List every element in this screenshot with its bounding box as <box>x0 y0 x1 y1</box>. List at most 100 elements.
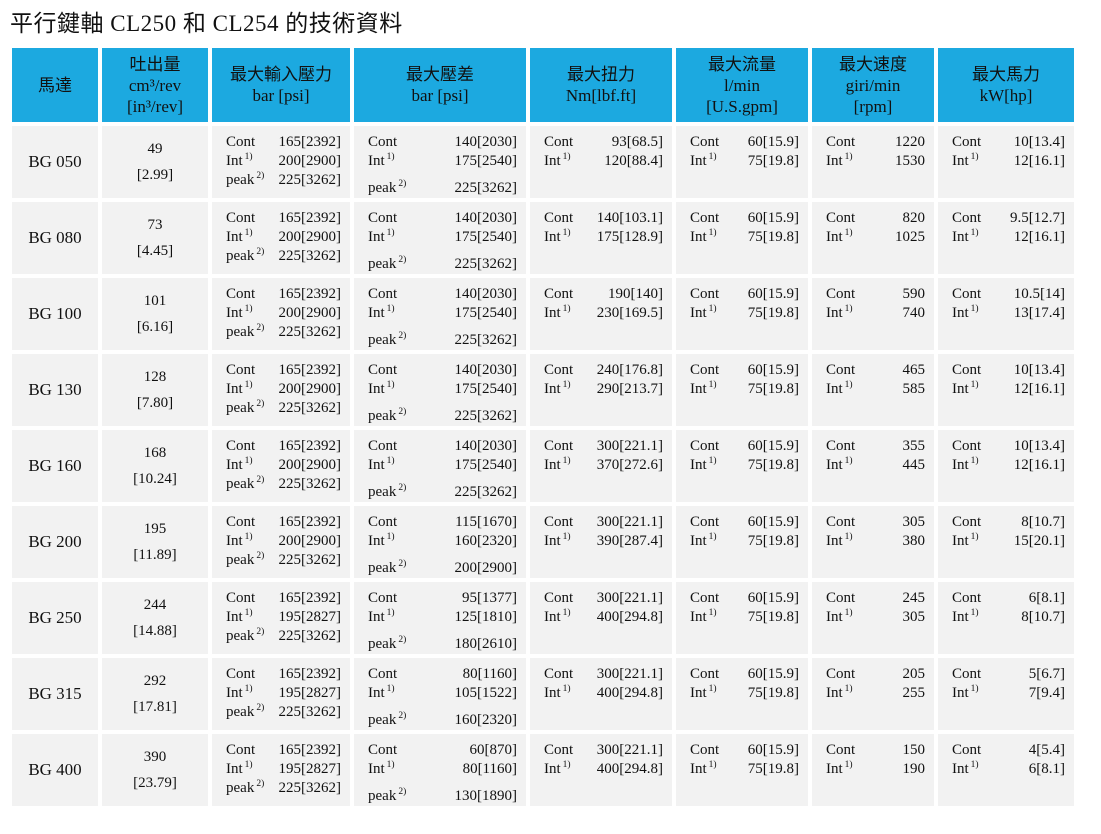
int-label: Int 1) <box>952 684 979 701</box>
cont-label: Cont <box>952 362 982 378</box>
displacement-imperial: [2.99] <box>136 166 174 183</box>
speed-cell: Cont 820 Int 1) 1025 <box>812 202 934 274</box>
speed-int: 445 <box>902 457 926 473</box>
header-line: 最大輸入壓力 <box>230 65 332 84</box>
int-label: Int 1) <box>690 152 717 169</box>
power-int: 15[20.1] <box>1013 533 1065 549</box>
torque-cont: 93[68.5] <box>611 134 663 150</box>
int-label: Int 1) <box>826 304 853 321</box>
peak-label: peak 2) <box>368 483 407 500</box>
pressure-diff-cont: 140[2030] <box>454 134 518 150</box>
cont-label: Cont <box>544 286 574 302</box>
input-pressure-peak: 225[3262] <box>278 780 342 796</box>
flow-cont: 60[15.9] <box>747 210 799 226</box>
peak-label: peak 2) <box>226 247 265 264</box>
speed-cell: Cont 355 Int 1) 445 <box>812 430 934 502</box>
input-pressure-cell: Cont 165[2392] Int 1) 200[2900] peak 2) 225[3… <box>212 278 350 350</box>
torque-cont: 190[140] <box>608 286 663 302</box>
torque-int: 120[88.4] <box>604 153 663 169</box>
cont-label: Cont <box>544 514 574 530</box>
peak-label: peak 2) <box>226 779 265 796</box>
peak-label: peak 2) <box>226 703 265 720</box>
torque-cont: 300[221.1] <box>596 742 663 758</box>
int-label: Int 1) <box>226 152 253 169</box>
int-label: Int 1) <box>826 608 853 625</box>
flow-cont: 60[15.9] <box>747 590 799 606</box>
power-int: 12[16.1] <box>1013 457 1065 473</box>
input-pressure-cont: 165[2392] <box>278 666 342 682</box>
table-row: BG 080 73 [4.45] Cont 165[2392] Int 1) 200[… <box>12 202 1074 274</box>
displacement-cell: 101 [6.16] <box>102 278 208 350</box>
torque-int: 400[294.8] <box>596 761 663 777</box>
header-line: 最大扭力 <box>567 65 635 84</box>
peak-label: peak 2) <box>368 255 407 272</box>
int-label: Int 1) <box>368 228 395 245</box>
speed-cont: 1220 <box>895 134 925 150</box>
input-pressure-peak: 225[3262] <box>278 476 342 492</box>
column-header-displacement: 吐出量 cm³/rev [in³/rev] <box>102 48 208 122</box>
torque-cont: 300[221.1] <box>596 666 663 682</box>
int-label: Int 1) <box>826 532 853 549</box>
pressure-diff-int: 125[1810] <box>454 609 518 625</box>
header-line: giri/min <box>845 75 901 95</box>
cont-label: Cont <box>690 666 720 682</box>
input-pressure-int: 200[2900] <box>278 229 342 245</box>
torque-cont: 300[221.1] <box>596 438 663 454</box>
int-label: Int 1) <box>544 152 571 169</box>
pressure-diff-peak: 225[3262] <box>454 180 518 196</box>
pressure-diff-cont: 115[1670] <box>455 514 517 530</box>
cont-label: Cont <box>544 134 574 150</box>
pressure-diff-peak: 160[2320] <box>454 712 518 728</box>
torque-cont: 140[103.1] <box>596 210 663 226</box>
flow-cont: 60[15.9] <box>747 438 799 454</box>
pressure-diff-cont: 60[870] <box>469 742 518 758</box>
input-pressure-cont: 165[2392] <box>278 210 342 226</box>
cont-label: Cont <box>952 286 982 302</box>
peak-label: peak 2) <box>226 323 265 340</box>
speed-cont: 245 <box>902 590 926 606</box>
input-pressure-int: 200[2900] <box>278 305 342 321</box>
flow-int: 75[19.8] <box>747 761 799 777</box>
input-pressure-int: 200[2900] <box>278 533 342 549</box>
input-pressure-cont: 165[2392] <box>278 134 342 150</box>
header-line: 最大速度 <box>839 54 907 74</box>
flow-cell: Cont 60[15.9] Int 1) 75[19.8] <box>676 734 808 806</box>
int-label: Int 1) <box>226 456 253 473</box>
input-pressure-cell: Cont 165[2392] Int 1) 195[2827] peak 2) 225[3… <box>212 582 350 654</box>
power-cell: Cont 5[6.7] Int 1) 7[9.4] <box>938 658 1074 730</box>
pressure-diff-peak: 130[1890] <box>454 788 518 804</box>
speed-cont: 205 <box>902 666 926 682</box>
header-line: [rpm] <box>853 96 893 116</box>
header-line: kW[hp] <box>979 86 1033 105</box>
flow-int: 75[19.8] <box>747 381 799 397</box>
displacement-imperial: [17.81] <box>133 698 177 715</box>
input-pressure-cont: 165[2392] <box>278 742 342 758</box>
header-line: [in³/rev] <box>126 96 184 116</box>
int-label: Int 1) <box>226 684 253 701</box>
input-pressure-cell: Cont 165[2392] Int 1) 200[2900] peak 2) 225[3… <box>212 354 350 426</box>
speed-cont: 150 <box>902 742 926 758</box>
cont-label: Cont <box>226 666 256 682</box>
speed-int: 380 <box>902 533 926 549</box>
power-cont: 9.5[12.7] <box>1010 210 1065 226</box>
displacement-metric: 195 <box>143 520 167 537</box>
flow-cont: 60[15.9] <box>747 514 799 530</box>
pressure-diff-peak: 225[3262] <box>454 332 518 348</box>
flow-int: 75[19.8] <box>747 609 799 625</box>
displacement-metric: 292 <box>143 672 167 689</box>
header-line: 最大壓差 <box>406 65 474 84</box>
column-header-pressure-diff: 最大壓差 bar [psi] <box>354 48 526 122</box>
power-int: 6[8.1] <box>1028 761 1065 777</box>
power-cont: 8[10.7] <box>1021 514 1065 530</box>
table-row: BG 200 195 [11.89] Cont 165[2392] Int 1) 20… <box>12 506 1074 578</box>
int-label: Int 1) <box>952 608 979 625</box>
header-line: cm³/rev <box>128 75 182 95</box>
displacement-metric: 390 <box>143 748 167 765</box>
int-label: Int 1) <box>690 456 717 473</box>
int-label: Int 1) <box>544 760 571 777</box>
cont-label: Cont <box>368 514 398 530</box>
displacement-cell: 292 [17.81] <box>102 658 208 730</box>
header-line: 最大馬力 <box>972 65 1040 84</box>
displacement-cell: 49 [2.99] <box>102 126 208 198</box>
spec-table: 馬達 吐出量 cm³/rev [in³/rev] 最大輸入壓力 bar [psi] 最大壓差… <box>8 44 1078 810</box>
